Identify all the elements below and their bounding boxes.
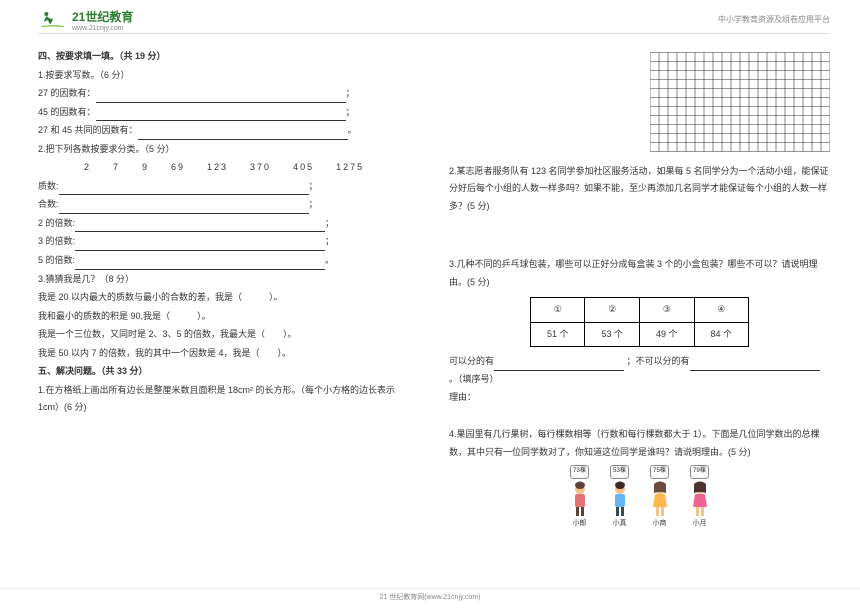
blank — [138, 129, 348, 140]
name-4: 小月 — [693, 517, 707, 531]
left-column: 四、按要求填一填。（共 19 分） 1.按要求写数。（6 分） 27 的因数有：… — [38, 48, 419, 576]
q3-text: 3.几种不同的乒乓球包装，哪些可以正好分成每盒装 3 个的小盒包装？哪些不可以？… — [449, 256, 830, 291]
guess-2: 我和最小的质数的积是 90,我是（ ）。 — [38, 308, 419, 326]
name-2: 小真 — [613, 517, 627, 531]
q5-1: 1.在方格纸上画出所有边长是整厘米数且面积是 18cm² 的长方形。（每个小方格… — [38, 382, 419, 417]
blank — [494, 360, 624, 371]
blank — [59, 184, 309, 195]
child-icon — [607, 481, 633, 517]
student-2: 53棵 小真 — [607, 467, 633, 530]
guess-1: 我是 20 以内最大的质数与最小的合数的差，我是（ ）。 — [38, 289, 419, 307]
blank — [96, 110, 346, 121]
runner-icon — [38, 10, 68, 30]
row-5bei: 5 的倍数:。 — [38, 252, 419, 270]
packing-table: ① ② ③ ④ 51 个 53 个 49 个 84 个 — [530, 297, 749, 347]
blank — [75, 240, 325, 251]
logo-url: www.21cnjy.com — [72, 25, 133, 32]
cell-c1: 51 个 — [530, 322, 585, 347]
cell-c4: 84 个 — [694, 322, 749, 347]
q1-label: 1.按要求写数。（6 分） — [38, 67, 419, 85]
cell-c2: 53 个 — [585, 322, 640, 347]
child-icon — [647, 481, 673, 517]
name-1: 小郎 — [573, 517, 587, 531]
q2-text: 2.某志愿者服务队有 123 名同学参加社区服务活动，如果每 5 名同学分为一个… — [449, 163, 830, 216]
grid-svg — [650, 48, 830, 156]
line-common: 27 和 45 共同的因数有：。 — [38, 122, 419, 140]
guess-4: 我是 50 以内 7 的倍数，我的其中一个因数是 4，我是（ ）。 — [38, 345, 419, 363]
blank — [96, 92, 346, 103]
child-icon — [687, 481, 713, 517]
students-row: 73棵 小郎 53棵 小真 75棵 小商 79棵 小月 — [449, 467, 830, 530]
badge-3: 75棵 — [650, 465, 669, 479]
logo-title: 21世纪教育 — [72, 8, 133, 25]
page-header: 21世纪教育 www.21cnjy.com 中小学教育资源及组卷应用平台 — [38, 10, 830, 34]
q4-text: 4.果园里有几行果树，每行棵数相等（行数和每行棵数都大于 1）。下面是几位同学数… — [449, 426, 830, 461]
logo: 21世纪教育 www.21cnjy.com — [38, 8, 133, 32]
header-subtitle: 中小学教育资源及组卷应用平台 — [718, 14, 830, 25]
row-zhi: 质数:； — [38, 178, 419, 196]
row-3bei: 3 的倍数:； — [38, 233, 419, 251]
number-list: 2 7 9 69 123 370 405 1275 — [38, 159, 419, 177]
page-footer: 21 世纪教育网(www.21cnjy.com) — [0, 588, 860, 602]
section-5-title: 五、解决问题。（共 33 分） — [38, 363, 419, 381]
cell-c3: 49 个 — [640, 322, 695, 347]
blank — [75, 221, 325, 232]
cell-h1: ① — [530, 298, 585, 323]
grid-paper — [650, 48, 830, 163]
table-row: 51 个 53 个 49 个 84 个 — [530, 322, 748, 347]
student-4: 79棵 小月 — [687, 467, 713, 530]
table-row: ① ② ③ ④ — [530, 298, 748, 323]
blank — [690, 360, 820, 371]
badge-2: 53棵 — [610, 465, 629, 479]
badge-4: 79棵 — [690, 465, 709, 479]
badge-1: 73棵 — [570, 465, 589, 479]
section-4-title: 四、按要求填一填。（共 19 分） — [38, 48, 419, 66]
right-column: 2.某志愿者服务队有 123 名同学参加社区服务活动，如果每 5 名同学分为一个… — [449, 48, 830, 576]
name-3: 小商 — [653, 517, 667, 531]
q2-label: 2.把下列各数按要求分类。（5 分） — [38, 141, 419, 159]
line-27: 27 的因数有：； — [38, 85, 419, 103]
cell-h4: ④ — [694, 298, 749, 323]
cell-h3: ③ — [640, 298, 695, 323]
row-he: 合数:； — [38, 196, 419, 214]
q3-label: 3.猜猜我是几？（8 分） — [38, 271, 419, 289]
student-1: 73棵 小郎 — [567, 467, 593, 530]
blank — [59, 203, 309, 214]
blank — [75, 259, 325, 270]
content-area: 四、按要求填一填。（共 19 分） 1.按要求写数。（6 分） 27 的因数有：… — [38, 48, 830, 576]
row-2bei: 2 的倍数:； — [38, 215, 419, 233]
child-icon — [567, 481, 593, 517]
line-45: 45 的因数有：； — [38, 104, 419, 122]
student-3: 75棵 小商 — [647, 467, 673, 530]
reason-label: 理由： — [449, 389, 830, 407]
can-line: 可以分的有 ；不可以分的有 。（填序号） — [449, 353, 830, 388]
cell-h2: ② — [585, 298, 640, 323]
guess-3: 我是一个三位数，又同时是 2、3、5 的倍数，我最大是（ ）。 — [38, 326, 419, 344]
